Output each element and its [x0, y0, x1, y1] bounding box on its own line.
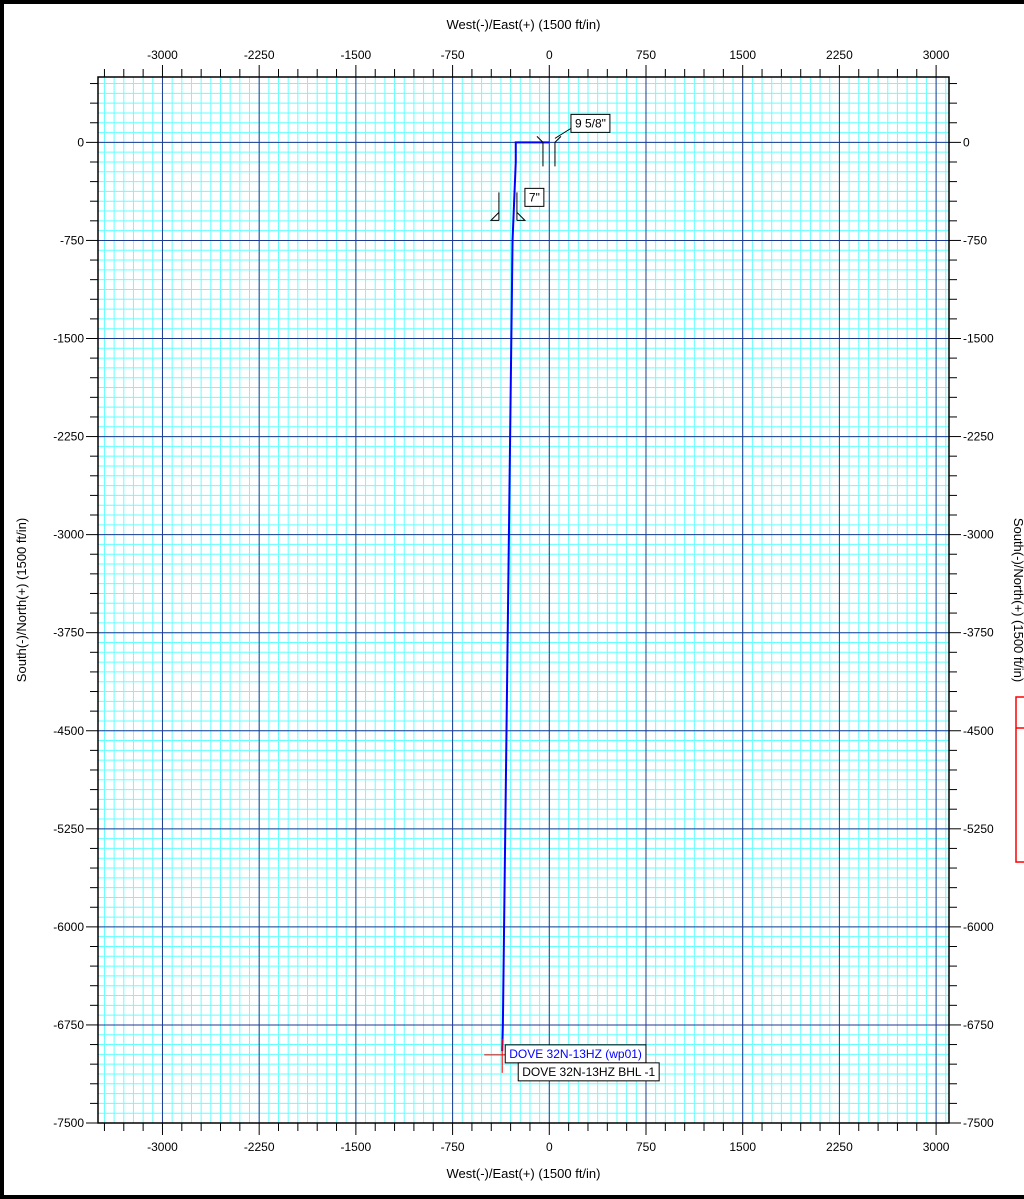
legend-box-partial — [1015, 696, 1024, 863]
casing-markers — [489, 127, 572, 221]
y-tick-label-left: -6000 — [53, 920, 84, 934]
y-tick-label-left: -750 — [60, 233, 84, 247]
x-tick-label-bottom: -3000 — [147, 1140, 178, 1154]
y-tick-label-right: -7500 — [963, 1116, 994, 1130]
x-tick-label-top: 750 — [636, 48, 656, 62]
y-tick-label-left: -4500 — [53, 724, 84, 738]
x-tick-label-top: -750 — [441, 48, 465, 62]
casing-9-5-8-shoe-right — [554, 136, 562, 143]
x-tick-label-top: 3000 — [923, 48, 950, 62]
x-tick-label-top: 1500 — [729, 48, 756, 62]
x-tick-label-top: 2250 — [826, 48, 853, 62]
y-tick-label-right: -750 — [963, 233, 987, 247]
y-tick-label-left: -6750 — [53, 1018, 84, 1032]
major-grid — [98, 77, 949, 1124]
y-tick-label-left: 0 — [77, 135, 84, 149]
x-axis-title-bottom: West(-)/East(+) (1500 ft/in) — [447, 1166, 601, 1181]
y-tick-label-left: -5250 — [53, 822, 84, 836]
casing-9-5-8-leader — [554, 127, 572, 139]
axis-ticks — [86, 65, 961, 1135]
y-tick-label-left: -3000 — [53, 528, 84, 542]
x-tick-label-bottom: 750 — [636, 1140, 656, 1154]
y-tick-label-right: -3750 — [963, 626, 994, 640]
y-tick-label-left: -7500 — [53, 1116, 84, 1130]
y-tick-label-right: -3000 — [963, 528, 994, 542]
x-axis-title-top: West(-)/East(+) (1500 ft/in) — [447, 17, 601, 32]
x-tick-label-bottom: 3000 — [923, 1140, 950, 1154]
label-7-casing-text: 7" — [529, 190, 540, 204]
y-axis-title-left: South(-)/North(+) (1500 ft/in) — [14, 518, 29, 682]
x-tick-label-top: -2250 — [244, 48, 275, 62]
x-tick-label-top: 0 — [546, 48, 553, 62]
plan-view-chart: -3000 -3000 -2250 -2250 -1500 -1500 -750 -750 0 0… — [4, 4, 1024, 1195]
label-7-casing-box — [524, 187, 545, 207]
label-bhl-text: DOVE 32N-13HZ BHL -1 — [522, 1065, 655, 1079]
y-tick-label-left: -3750 — [53, 626, 84, 640]
x-tick-label-bottom: 2250 — [826, 1140, 853, 1154]
minor-grid — [98, 77, 949, 1124]
chart-svg: -3000-3000-2250-2250-1500-1500-750-75000… — [14, 17, 1024, 1181]
x-tick-label-bottom: -2250 — [244, 1140, 275, 1154]
y-tick-label-right: -6000 — [963, 920, 994, 934]
y-tick-label-right: -2250 — [963, 430, 994, 444]
casing-7-shoe-left — [489, 212, 500, 221]
x-tick-label-bottom: 1500 — [729, 1140, 756, 1154]
y-tick-label-right: -1500 — [963, 332, 994, 346]
x-tick-label-top: -3000 — [147, 48, 178, 62]
y-axis-title-right: South(-)/North(+) (1500 ft/in) — [1011, 518, 1024, 682]
label-well-name-text: DOVE 32N-13HZ (wp01) — [509, 1047, 642, 1061]
y-tick-label-right: 0 — [963, 135, 970, 149]
y-tick-label-left: -2250 — [53, 430, 84, 444]
label-9-5-8-casing-box — [570, 113, 611, 133]
casing-9-5-8-shoe-left — [536, 136, 544, 143]
x-tick-label-bottom: -1500 — [341, 1140, 372, 1154]
label-9-5-8-casing-text: 9 5/8" — [575, 116, 606, 130]
y-tick-label-right: -5250 — [963, 822, 994, 836]
label-bhl-box — [517, 1062, 660, 1082]
x-tick-label-bottom: -750 — [441, 1140, 465, 1154]
well-path-line — [501, 141, 550, 1052]
x-tick-label-bottom: 0 — [546, 1140, 553, 1154]
y-tick-label-right: -6750 — [963, 1018, 994, 1032]
casing-7-shoe-right — [516, 212, 527, 221]
plot-border — [97, 76, 950, 1124]
y-tick-label-right: -4500 — [963, 724, 994, 738]
y-tick-label-left: -1500 — [53, 332, 84, 346]
x-tick-label-top: -1500 — [341, 48, 372, 62]
